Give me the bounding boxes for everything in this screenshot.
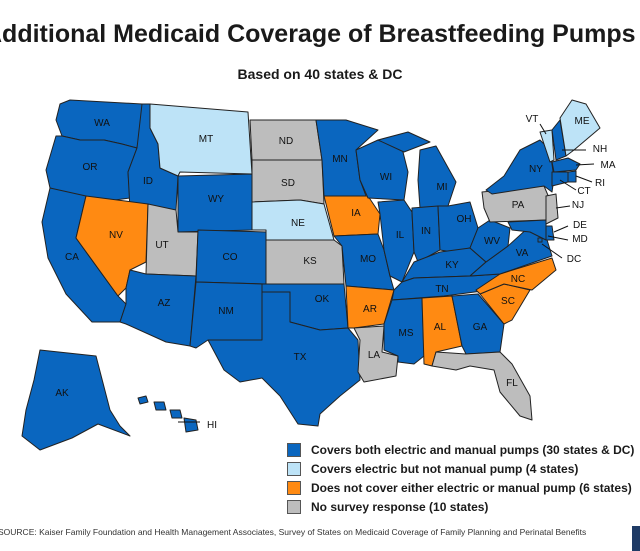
state-label-nc: NC: [511, 274, 525, 285]
legend-label-electric-only: Covers electric but not manual pump (4 s…: [311, 461, 579, 476]
state-ia[interactable]: [323, 195, 381, 237]
state-label-wv: WV: [484, 236, 500, 247]
state-label-vt: VT: [526, 114, 539, 125]
state-ak[interactable]: [21, 349, 131, 451]
state-label-ks: KS: [303, 256, 317, 267]
state-label-mn: MN: [332, 154, 348, 165]
map-title: Additional Medicaid Coverage of Breastfe…: [0, 20, 640, 49]
state-ri[interactable]: [567, 170, 577, 183]
state-label-ca: CA: [65, 252, 79, 263]
state-label-tn: TN: [435, 284, 448, 295]
source-note: SOURCE: Kaiser Family Foundation and Hea…: [0, 527, 640, 537]
state-label-ok: OK: [315, 294, 330, 305]
kff-logo: [632, 526, 640, 551]
legend-item-no-response: No survey response (10 states): [287, 497, 640, 516]
state-wv[interactable]: [469, 219, 511, 263]
state-la[interactable]: [353, 325, 399, 383]
state-hi[interactable]: [137, 395, 199, 433]
state-label-me: ME: [575, 116, 590, 127]
legend-label-no-response: No survey response (10 states): [311, 499, 489, 514]
state-label-wa: WA: [94, 118, 110, 129]
map-title-text: Additional Medicaid Coverage of Breastfe…: [0, 20, 636, 48]
state-label-nh: NH: [593, 144, 607, 155]
state-md[interactable]: [507, 219, 547, 241]
state-label-ar: AR: [363, 304, 377, 315]
state-label-nm: NM: [218, 306, 234, 317]
state-label-in: IN: [421, 226, 431, 237]
state-label-id: ID: [143, 176, 153, 187]
state-label-ia: IA: [351, 208, 361, 219]
state-label-ct: CT: [577, 186, 590, 197]
source-note-text: SOURCE: Kaiser Family Foundation and Hea…: [0, 527, 587, 537]
state-mo[interactable]: [333, 233, 395, 291]
state-nj[interactable]: [545, 193, 559, 225]
state-label-de: DE: [573, 220, 587, 231]
state-label-wi: WI: [380, 172, 392, 183]
state-ar[interactable]: [345, 285, 395, 329]
state-label-nj: NJ: [572, 200, 584, 211]
legend-label-both: Covers both electric and manual pumps (3…: [311, 442, 635, 457]
legend-item-electric-only: Covers electric but not manual pump (4 s…: [287, 459, 640, 478]
state-label-nv: NV: [109, 230, 123, 241]
state-label-sd: SD: [281, 178, 295, 189]
state-label-al: AL: [434, 322, 447, 333]
state-label-tx: TX: [294, 352, 307, 363]
state-label-ri: RI: [595, 178, 605, 189]
state-label-fl: FL: [506, 378, 518, 389]
legend-swatch-no-response: [287, 499, 301, 514]
state-label-mo: MO: [360, 254, 376, 265]
state-label-ga: GA: [473, 322, 488, 333]
state-label-co: CO: [223, 252, 238, 263]
state-label-ut: UT: [155, 240, 168, 251]
state-label-hi: HI: [207, 420, 217, 431]
state-label-or: OR: [83, 162, 98, 173]
state-label-ak: AK: [55, 388, 69, 399]
state-ma[interactable]: [551, 157, 581, 173]
state-label-wy: WY: [208, 194, 224, 205]
state-label-md: MD: [572, 234, 588, 245]
state-label-va: VA: [516, 248, 529, 259]
legend-swatch-both: [287, 442, 301, 457]
state-label-nd: ND: [279, 136, 293, 147]
state-label-mi: MI: [436, 182, 447, 193]
state-label-oh: OH: [457, 214, 472, 225]
map-subtitle: Based on 40 states & DC: [237, 66, 403, 82]
state-label-ms: MS: [399, 328, 414, 339]
state-label-mt: MT: [199, 134, 213, 145]
state-va[interactable]: [469, 225, 553, 277]
state-label-il: IL: [396, 230, 405, 241]
state-dc[interactable]: [537, 237, 543, 243]
legend-swatch-none: [287, 480, 301, 495]
state-label-ky: KY: [445, 260, 459, 271]
legend-swatch-electric-only: [287, 461, 301, 476]
legend-item-none: Does not cover either electric or manual…: [287, 478, 640, 497]
state-label-dc: DC: [567, 254, 581, 265]
state-label-az: AZ: [158, 298, 171, 309]
state-de[interactable]: [545, 225, 555, 241]
state-tx[interactable]: [207, 291, 361, 427]
state-vt[interactable]: [539, 129, 555, 163]
state-ks[interactable]: [265, 239, 345, 285]
state-label-ma: MA: [601, 160, 616, 171]
legend-label-none: Does not cover either electric or manual…: [311, 480, 632, 495]
legend: Covers both electric and manual pumps (3…: [287, 440, 640, 516]
state-fl[interactable]: [431, 351, 533, 421]
state-ny[interactable]: [485, 139, 555, 195]
legend-item-both: Covers both electric and manual pumps (3…: [287, 440, 640, 459]
state-label-ne: NE: [291, 218, 305, 229]
state-me[interactable]: [559, 99, 601, 157]
state-label-pa: PA: [512, 200, 525, 211]
state-label-ny: NY: [529, 164, 543, 175]
state-label-sc: SC: [501, 296, 515, 307]
state-label-la: LA: [368, 350, 381, 361]
